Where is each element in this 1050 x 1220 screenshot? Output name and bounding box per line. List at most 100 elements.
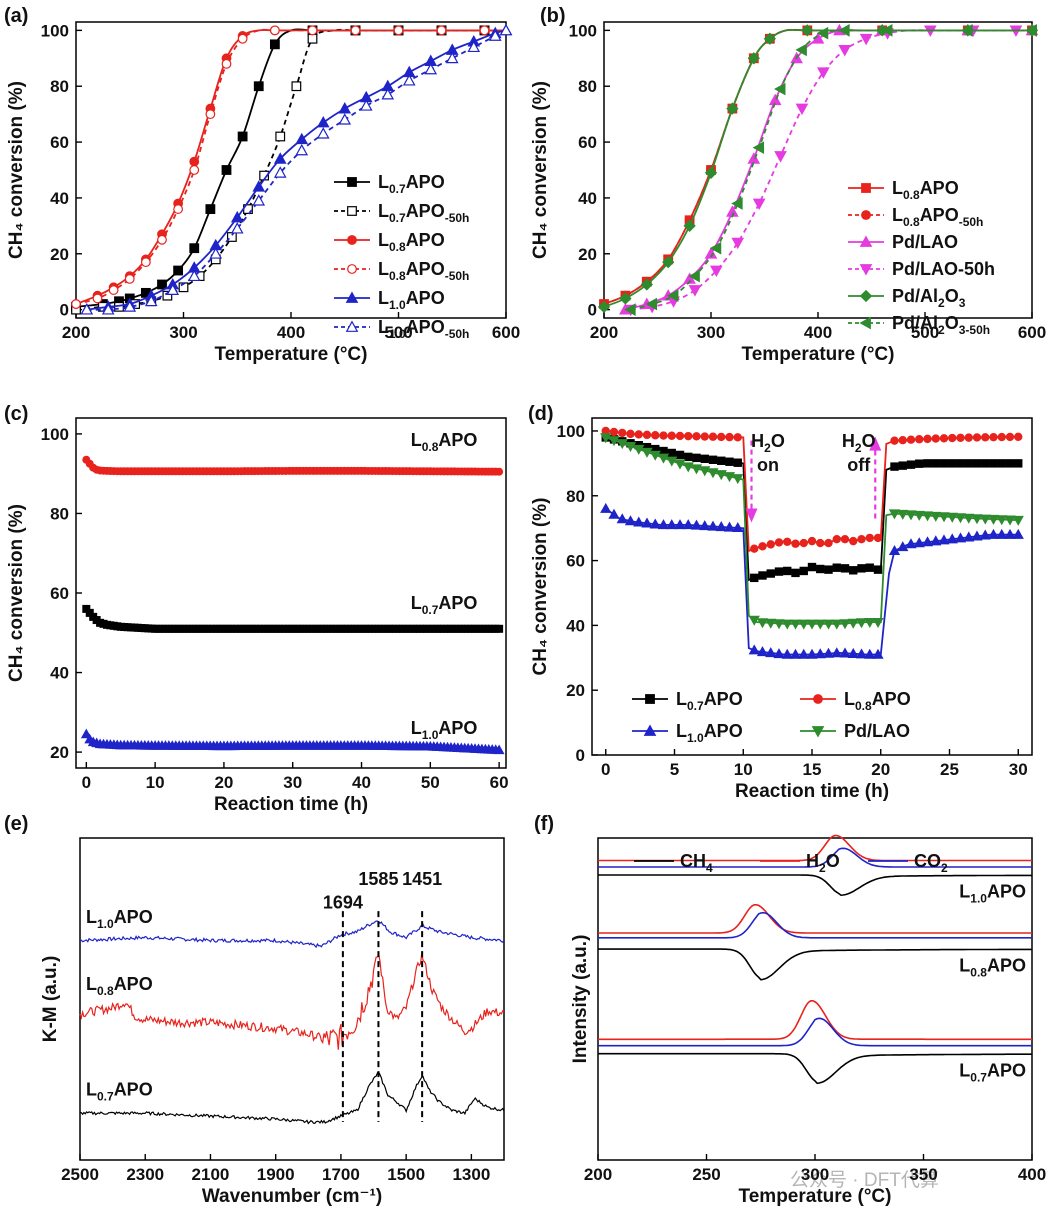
- data-point: [997, 432, 1006, 442]
- data-point: [756, 618, 769, 629]
- data-point: [799, 538, 808, 548]
- data-point: [963, 513, 975, 524]
- x-axis-label: Reaction time (h): [214, 794, 368, 815]
- y-tick-label: 60: [50, 133, 69, 152]
- data-point: [781, 648, 793, 659]
- legend-entry: CO2: [914, 851, 948, 875]
- data-point: [307, 33, 318, 44]
- data-point: [831, 647, 843, 658]
- profile-line: [598, 847, 1032, 868]
- data-point: [748, 644, 760, 655]
- legend-marker: [813, 694, 823, 704]
- data-point: [888, 509, 901, 520]
- data-point: [888, 545, 901, 556]
- data-point: [80, 303, 94, 315]
- data-point: [890, 462, 899, 471]
- data-point: [1014, 459, 1023, 468]
- x-tick-label: 20: [871, 760, 890, 779]
- x-tick-label: 1900: [257, 1165, 295, 1184]
- data-point: [157, 279, 167, 290]
- profile-line: [598, 1052, 1032, 1085]
- data-point: [839, 619, 851, 630]
- data-point: [816, 26, 829, 40]
- legend-entry: L0.7APO-50h: [378, 201, 469, 225]
- data-point: [822, 619, 835, 630]
- x-axis-label: Temperature (°C): [215, 344, 368, 365]
- data-point: [688, 285, 702, 297]
- legend-entry: CH4: [680, 851, 713, 875]
- annotation-formula: H2O: [751, 431, 785, 455]
- data-point: [209, 247, 223, 259]
- panel-label: (d): [528, 403, 554, 425]
- data-point: [269, 25, 280, 36]
- x-tick-label: 15: [803, 760, 822, 779]
- data-point: [847, 618, 859, 629]
- y-tick-label: 100: [41, 425, 69, 444]
- data-point: [791, 539, 800, 548]
- panel-c: 0 10 20 30 40 50 60 20 40 60 80 100 Reaction time (h…: [4, 403, 509, 815]
- profile-line: [598, 904, 1032, 934]
- data-point: [723, 472, 736, 483]
- data-point: [659, 431, 668, 440]
- data-point: [766, 569, 775, 578]
- data-point: [783, 537, 792, 546]
- data-point: [295, 143, 309, 156]
- data-point: [230, 210, 244, 223]
- data-point: [124, 274, 135, 284]
- data-point: [640, 278, 653, 291]
- legend-entry: L0.7APO: [676, 689, 743, 713]
- data-point: [499, 23, 513, 36]
- y-tick-label: 0: [576, 746, 585, 765]
- data-point: [905, 510, 917, 521]
- data-point: [221, 165, 232, 175]
- profile-line: [598, 1000, 1032, 1041]
- legend-entry: L0.8APO-50h: [892, 205, 983, 229]
- data-point: [766, 540, 775, 549]
- data-point: [923, 459, 932, 468]
- data-point: [840, 534, 850, 544]
- data-point: [859, 33, 873, 46]
- x-tick-label: 400: [804, 323, 832, 342]
- data-point: [634, 430, 643, 439]
- data-point: [857, 564, 866, 573]
- y-tick-label: 60: [578, 133, 597, 152]
- y-tick-label: 0: [60, 301, 69, 320]
- x-tick-label: 0: [601, 760, 610, 779]
- data-point: [71, 299, 81, 309]
- x-tick-label: 60: [490, 773, 509, 792]
- data-point: [657, 519, 670, 530]
- data-point: [495, 467, 504, 476]
- data-point: [931, 434, 940, 443]
- data-point: [733, 433, 742, 442]
- data-point: [108, 285, 119, 295]
- data-point: [774, 82, 786, 96]
- data-point: [964, 433, 973, 442]
- data-point: [92, 293, 103, 304]
- y-tick-label: 80: [578, 77, 597, 96]
- data-point: [774, 567, 784, 576]
- x-tick-label: 400: [1018, 1165, 1046, 1184]
- data-point: [674, 519, 686, 530]
- data-point: [624, 303, 636, 316]
- data-point: [651, 431, 660, 440]
- data-point: [173, 204, 184, 214]
- data-point: [187, 269, 201, 282]
- x-tick-label: 30: [283, 773, 302, 792]
- data-point: [445, 51, 459, 64]
- data-point: [662, 256, 675, 269]
- data-point: [609, 427, 619, 437]
- data-point: [855, 618, 868, 629]
- data-point: [715, 521, 727, 532]
- sample-label: L0.7APO: [959, 1060, 1026, 1084]
- data-point: [633, 516, 645, 527]
- spectrum-label: L0.7APO: [86, 1080, 153, 1104]
- data-point: [205, 204, 216, 214]
- sample-label: L0.8APO: [959, 956, 1026, 980]
- data-point: [732, 522, 744, 533]
- data-point: [307, 25, 318, 36]
- data-point: [847, 647, 859, 658]
- y-tick-label: 100: [41, 21, 69, 40]
- data-point: [752, 141, 765, 154]
- panel-d: 0 5 10 15 20 25 30 0 20 40 60 80 100 Reaction time (h…: [528, 403, 1033, 802]
